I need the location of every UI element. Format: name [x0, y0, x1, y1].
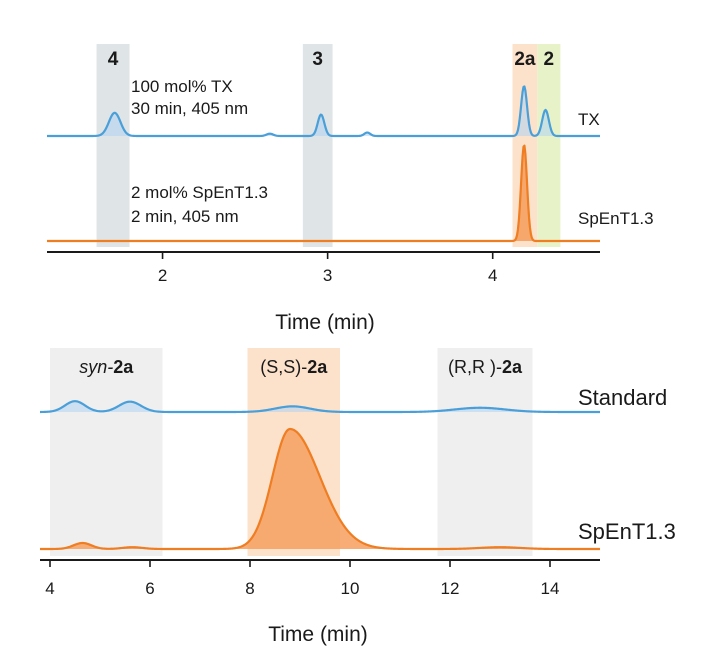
band-0-3 [537, 44, 561, 247]
band-label-1-2: (R,R )-2a [448, 357, 523, 377]
panel-a-x-axis-label: Time (min) [275, 311, 375, 334]
spent-annotation-line2: 2 min, 405 nm [131, 207, 239, 226]
panel-b-traces [39, 400, 601, 551]
band-label-0-1: 3 [312, 49, 323, 70]
band-label-0-0: 4 [108, 49, 119, 70]
panel-a-traces [46, 85, 601, 243]
panel-a: 4 3 2a 2 2 3 4 100 mol% TX 30 min, 405 nm 2 m… [46, 44, 654, 334]
panel-b-x-axis-label: Time (min) [268, 623, 368, 646]
band-1-2 [437, 348, 533, 556]
panel-b-band-labels: syn-2a (S,S)-2a (R,R )-2a [79, 357, 523, 377]
panel-a-band-labels: 4 3 2a 2 [108, 49, 554, 70]
trace-line-1-1 [39, 427, 601, 551]
spent-annotation-line1: 2 mol% SpEnT1.3 [131, 183, 268, 202]
x-tick-label-1-2: 8 [245, 579, 254, 598]
x-tick-label-0-1: 3 [323, 266, 332, 285]
series-label-standard: Standard [578, 385, 667, 410]
series-label-spent-a: SpEnT1.3 [578, 209, 654, 228]
x-tick-label-1-0: 4 [45, 579, 54, 598]
tx-annotation-line2: 30 min, 405 nm [131, 99, 248, 118]
series-label-spent-b: SpEnT1.3 [578, 519, 676, 544]
panel-a-x-axis: 2 3 4 [47, 251, 600, 285]
x-tick-label-1-1: 6 [145, 579, 154, 598]
band-label-1-0: syn-2a [79, 357, 134, 377]
x-tick-label-1-4: 12 [441, 579, 460, 598]
trace-fill-1-1 [40, 429, 600, 549]
band-label-1-1: (S,S)-2a [260, 357, 328, 377]
series-label-tx: TX [578, 110, 600, 129]
x-tick-label-0-2: 4 [488, 266, 497, 285]
tx-annotation-line1: 100 mol% TX [131, 77, 233, 96]
band-0-0 [96, 44, 130, 247]
band-1-0 [50, 348, 163, 556]
band-label-0-2: 2a [514, 49, 536, 70]
trace-line-0-0 [46, 85, 601, 138]
panel-a-bands [96, 44, 561, 247]
panel-b-x-axis: 4 6 8 10 12 14 [40, 559, 600, 598]
trace-fill-0-0 [47, 86, 600, 136]
trace-line-1-0 [39, 400, 601, 414]
panel-b: syn-2a (S,S)-2a (R,R )-2a 4 6 8 10 12 14 Standa… [39, 348, 676, 646]
band-label-0-3: 2 [544, 49, 555, 70]
x-tick-label-0-0: 2 [158, 266, 167, 285]
x-tick-label-1-3: 10 [341, 579, 360, 598]
band-0-1 [302, 44, 333, 247]
trace-line-0-1 [46, 144, 601, 243]
x-tick-label-1-5: 14 [541, 579, 560, 598]
